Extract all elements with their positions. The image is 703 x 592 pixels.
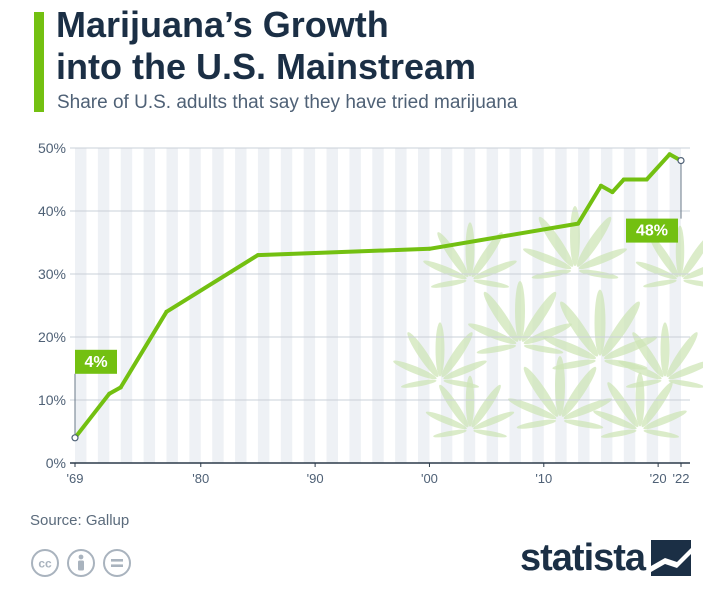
grid-band	[395, 148, 407, 463]
title-accent-bar	[34, 12, 44, 112]
grid-band	[623, 148, 636, 463]
y-tick-label: 20%	[38, 329, 66, 345]
svg-text:cc: cc	[38, 557, 52, 571]
series-layer	[73, 152, 683, 440]
grid-band	[75, 148, 87, 463]
grid-band	[646, 148, 659, 463]
data-point	[598, 183, 603, 188]
grid-band	[418, 148, 430, 463]
data-point	[621, 177, 626, 182]
annotation-box	[75, 349, 117, 374]
y-tick-label: 10%	[38, 392, 66, 408]
page-title: Marijuana’s Growth into the U.S. Mainstr…	[56, 4, 476, 88]
chart-area: 0%10%20%30%40%50% '69'80'90'00'10'20'22 …	[38, 140, 703, 486]
y-tick-label: 50%	[38, 140, 66, 156]
annotation-marker	[71, 434, 79, 442]
grid-band	[440, 148, 453, 463]
grid-band	[120, 148, 133, 463]
grid-band	[280, 148, 293, 463]
annotation-marker	[677, 157, 685, 165]
x-tick-label: '22	[673, 471, 690, 486]
no-derivatives-icon[interactable]	[102, 548, 132, 578]
x-tick-label: '80	[192, 471, 209, 486]
chart-subtitle: Share of U.S. adults that say they have …	[57, 92, 518, 113]
license-icons: cc	[30, 548, 132, 578]
data-point	[667, 152, 672, 157]
data-point	[576, 221, 581, 226]
grid-band	[532, 148, 544, 463]
x-tick-label: '00	[421, 471, 438, 486]
x-tick-label: '90	[307, 471, 324, 486]
grid-band	[257, 148, 270, 463]
annotations-layer: 4% 48%	[71, 157, 685, 442]
grid-band	[669, 148, 681, 463]
cc-icon[interactable]: cc	[30, 548, 60, 578]
grid-band	[189, 148, 201, 463]
data-point	[427, 246, 432, 251]
y-tick-label: 40%	[38, 203, 66, 219]
grid-band	[600, 148, 613, 463]
data-point	[107, 391, 112, 396]
data-point	[164, 309, 169, 314]
x-tick-label: '20	[650, 471, 667, 486]
source-note: Source: Gallup	[30, 512, 130, 529]
brand-name: statista	[520, 537, 646, 579]
x-tick-label: '69	[67, 471, 84, 486]
title-line-2: into the U.S. Mainstream	[56, 46, 477, 87]
grid-band	[212, 148, 224, 463]
title-line-1: Marijuana’s Growth	[56, 4, 389, 45]
annotation-label: 48%	[636, 223, 668, 240]
x-tick-label: '10	[535, 471, 552, 486]
data-point	[118, 385, 123, 390]
grid-band	[166, 148, 178, 463]
y-tick-label: 30%	[38, 266, 66, 282]
data-point	[255, 253, 260, 258]
grid-band	[326, 148, 338, 463]
grid-band	[235, 148, 247, 463]
statista-mark-icon	[651, 540, 692, 576]
grid-band	[303, 148, 316, 463]
data-point	[610, 190, 615, 195]
data-point	[644, 177, 649, 182]
grid-band	[97, 148, 110, 463]
y-tick-label: 0%	[46, 455, 66, 471]
grid-band	[349, 148, 361, 463]
grid-bands	[75, 148, 681, 463]
annotation-label: 4%	[84, 354, 107, 371]
annotation-box	[626, 218, 678, 243]
y-axis-ticks: 0% 10% 20% 30% 40% 50%	[38, 140, 66, 471]
attribution-icon[interactable]	[66, 548, 96, 578]
grid-band	[463, 148, 476, 463]
grid-band	[372, 148, 384, 463]
x-axis-ticks: '69 '80 '90 '00 '10 '20 '22	[67, 463, 690, 486]
grid-band	[143, 148, 156, 463]
statista-logo[interactable]: statista	[520, 536, 692, 580]
grid-band	[578, 148, 590, 463]
